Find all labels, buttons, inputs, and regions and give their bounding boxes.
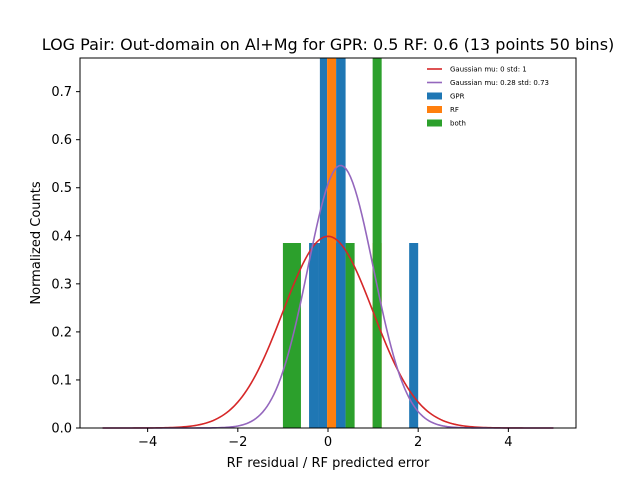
y-tick-label: 0.6: [51, 133, 72, 148]
bar-gpr-6: [336, 243, 346, 428]
y-tick-label: 0.5: [51, 181, 72, 196]
x-tick-label: 4: [504, 435, 512, 450]
y-tick-label: 0.4: [51, 229, 72, 244]
y-tick-label: 0.7: [51, 85, 72, 100]
bar-both-0: [282, 243, 301, 428]
x-tick-label: −2: [228, 435, 247, 450]
x-tick-label: −4: [138, 435, 157, 450]
legend-label: RF: [450, 106, 459, 114]
x-axis-label: RF residual / RF predicted error: [227, 456, 430, 471]
y-tick-label: 0.3: [51, 277, 72, 292]
legend-label: Gaussian mu: 0 std: 1: [450, 66, 527, 74]
bar-gpr-3: [319, 58, 328, 428]
legend-label: both: [450, 120, 466, 128]
y-tick-label: 0.2: [51, 325, 72, 340]
bar-gpr-1: [309, 243, 319, 428]
x-tick-label: 0: [324, 435, 332, 450]
bar-rf-4: [327, 58, 337, 428]
x-tick-label: 2: [414, 435, 422, 450]
legend-label: GPR: [450, 93, 465, 101]
x-axis-ticks: −4 −2 0 2 4: [138, 428, 513, 450]
bar-gpr-10: [409, 243, 419, 428]
y-tick-label: 0.0: [51, 422, 72, 437]
chart-title: LOG Pair: Out-domain on Al+Mg for GPR: 0…: [42, 35, 615, 54]
legend: Gaussian mu: 0 std: 1 Gaussian mu: 0.28 s…: [427, 66, 549, 128]
legend-bar-swatch: [427, 119, 442, 127]
y-axis-label: Normalized Counts: [29, 181, 44, 304]
bar-both-9: [372, 58, 382, 428]
y-tick-label: 0.1: [51, 373, 72, 388]
legend-bar-swatch: [427, 92, 442, 100]
legend-bar-swatch: [427, 106, 442, 113]
legend-label: Gaussian mu: 0.28 std: 0.73: [450, 79, 549, 87]
y-axis-ticks: 0.0 0.1 0.2 0.3 0.4 0.5 0.6 0.7: [51, 85, 80, 437]
bar-both-7: [345, 243, 355, 428]
